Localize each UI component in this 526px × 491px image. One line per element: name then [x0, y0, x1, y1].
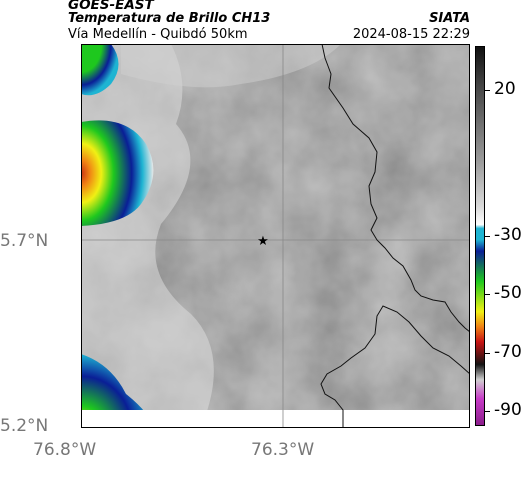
colorbar-tick-label: -90 — [494, 400, 522, 421]
lat-label-5.2: 5.2°N — [0, 416, 49, 436]
satellite-map[interactable]: ★ — [81, 44, 470, 428]
no-data-strip — [81, 410, 470, 428]
colorbar-tick-label: -50 — [494, 283, 522, 304]
colorbar-tick — [485, 411, 490, 413]
route-subtitle: Vía Medellín - Quibdó 50km — [68, 27, 248, 42]
timestamp-label: 2024-08-15 22:29 — [352, 27, 470, 42]
colorbar-tick-label: -70 — [494, 341, 522, 362]
colorbar-tick-label: -30 — [494, 225, 522, 245]
department-boundary — [321, 44, 470, 333]
organization-label: SIATA — [429, 11, 470, 26]
satellite-source-title: GOES-EAST — [68, 0, 154, 13]
convective-cloud-southwest — [81, 354, 153, 428]
colorbar-tick — [485, 352, 490, 354]
colorbar-tick — [485, 236, 490, 237]
lon-label-76.3: 76.3°W — [251, 440, 315, 460]
star-icon[interactable]: ★ — [257, 234, 269, 249]
product-title: Temperatura de Brillo CH13 — [68, 11, 271, 26]
department-boundary-south — [320, 305, 470, 428]
bright-cloud-band-north — [121, 44, 341, 88]
map-frame — [81, 44, 470, 428]
lon-label-76.8: 76.8°W — [33, 440, 97, 460]
convective-cloud-northwest — [81, 44, 119, 96]
colorbar — [475, 46, 485, 426]
colorbar-tick-label: 20 — [494, 78, 516, 99]
colorbar-tick — [485, 294, 490, 296]
lat-label-5.7: 5.7°N — [0, 231, 49, 251]
convective-cloud-west — [81, 120, 154, 226]
colorbar-tick — [485, 89, 490, 91]
